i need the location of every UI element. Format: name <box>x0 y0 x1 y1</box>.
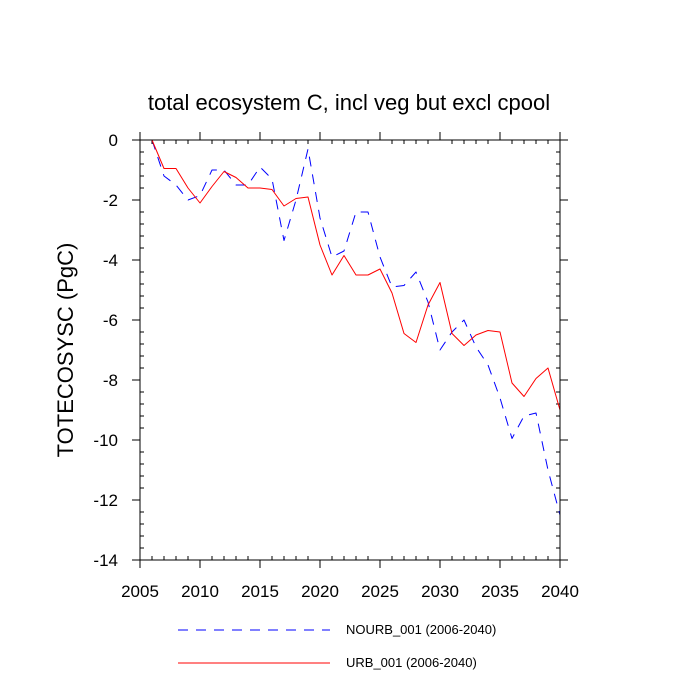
x-tick-label: 2015 <box>241 582 279 601</box>
y-tick-label: -6 <box>103 311 118 330</box>
legend-label-nourb: NOURB_001 (2006-2040) <box>346 622 496 637</box>
y-tick-label: 0 <box>109 131 118 150</box>
chart-title: total ecosystem C, incl veg but excl cpo… <box>148 90 550 115</box>
plot-frame <box>139 139 561 561</box>
series-line-nourb <box>151 139 561 516</box>
y-tick-label: -4 <box>103 251 118 270</box>
series-lines <box>151 139 561 516</box>
x-tick-label: 2005 <box>121 582 159 601</box>
series-line-urb <box>151 139 561 411</box>
y-tick-label: -12 <box>93 491 118 510</box>
y-tick-labels: 0 -2 -4 -6 -8 -10 -12 -14 <box>93 131 118 570</box>
x-tick-labels: 2005 2010 2015 2020 2025 2030 2035 2040 <box>121 582 579 601</box>
legend: NOURB_001 (2006-2040) URB_001 (2006-2040… <box>178 622 496 670</box>
minor-ticks <box>140 140 560 560</box>
y-tick-label: -2 <box>103 191 118 210</box>
y-tick-label: -14 <box>93 551 118 570</box>
y-tick-label: -10 <box>93 431 118 450</box>
x-tick-label: 2040 <box>541 582 579 601</box>
x-tick-label: 2025 <box>361 582 399 601</box>
x-tick-label: 2010 <box>181 582 219 601</box>
x-tick-label: 2030 <box>421 582 459 601</box>
y-axis-label: TOTECOSYSC (PgC) <box>53 243 78 458</box>
x-tick-label: 2020 <box>301 582 339 601</box>
legend-label-urb: URB_001 (2006-2040) <box>346 655 477 670</box>
x-tick-label: 2035 <box>481 582 519 601</box>
y-tick-label: -8 <box>103 371 118 390</box>
major-ticks <box>132 132 568 568</box>
